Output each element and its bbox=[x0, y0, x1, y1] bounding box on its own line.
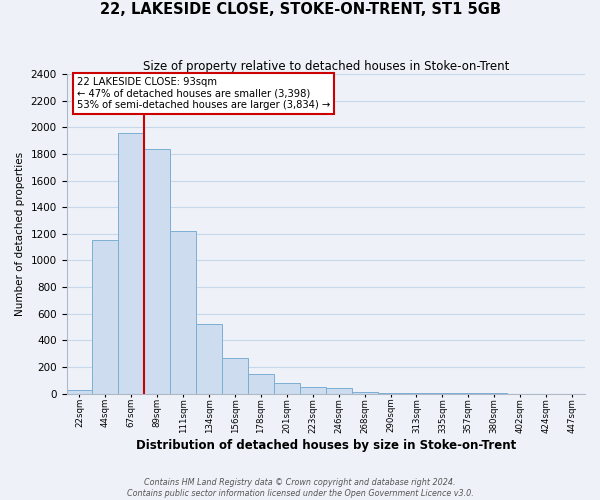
Title: Size of property relative to detached houses in Stoke-on-Trent: Size of property relative to detached ho… bbox=[143, 60, 509, 73]
Bar bbox=[170, 230, 196, 394]
X-axis label: Distribution of detached houses by size in Stoke-on-Trent: Distribution of detached houses by size … bbox=[136, 440, 516, 452]
Bar bbox=[118, 132, 144, 394]
Y-axis label: Number of detached properties: Number of detached properties bbox=[15, 152, 25, 316]
Bar bbox=[300, 386, 326, 394]
Bar bbox=[326, 388, 352, 394]
Bar bbox=[196, 324, 222, 394]
Bar bbox=[144, 148, 170, 394]
Bar bbox=[248, 374, 274, 394]
Bar bbox=[274, 383, 300, 394]
Bar bbox=[67, 390, 92, 394]
Text: 22 LAKESIDE CLOSE: 93sqm
← 47% of detached houses are smaller (3,398)
53% of sem: 22 LAKESIDE CLOSE: 93sqm ← 47% of detach… bbox=[77, 77, 330, 110]
Bar bbox=[222, 358, 248, 394]
Text: 22, LAKESIDE CLOSE, STOKE-ON-TRENT, ST1 5GB: 22, LAKESIDE CLOSE, STOKE-ON-TRENT, ST1 … bbox=[100, 2, 500, 18]
Text: Contains HM Land Registry data © Crown copyright and database right 2024.
Contai: Contains HM Land Registry data © Crown c… bbox=[127, 478, 473, 498]
Bar bbox=[352, 392, 377, 394]
Bar bbox=[92, 240, 118, 394]
Bar bbox=[377, 393, 404, 394]
